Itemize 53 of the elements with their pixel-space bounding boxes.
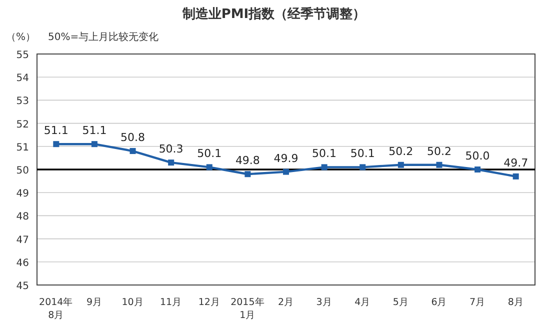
- y-axis-title: （%）: [6, 32, 36, 43]
- point: [53, 141, 60, 148]
- y-tick-label: 54: [16, 73, 29, 84]
- point: [360, 164, 366, 170]
- point: [168, 160, 174, 166]
- data-label: 50.1: [350, 147, 375, 160]
- chart-title: 制造业PMI指数（经季节调整）: [181, 6, 366, 22]
- y-tick-label: 55: [16, 50, 29, 61]
- x-tick-label: 4月: [354, 297, 371, 308]
- y-tick-label: 51: [16, 142, 29, 154]
- y-tick-label: 50: [16, 166, 29, 176]
- point: [130, 148, 136, 154]
- y-tick-label: 49: [16, 188, 29, 200]
- y-tick-label: 46: [16, 258, 29, 269]
- data-label: 50.1: [197, 147, 222, 160]
- y-tick-label: 52: [16, 119, 29, 130]
- x-tick-label: 2014年 8月: [39, 296, 74, 321]
- x-tick-label: 10月: [122, 297, 144, 308]
- point: [321, 164, 328, 170]
- data-label: 49.7: [504, 156, 528, 170]
- data-label: 51.1: [44, 124, 68, 138]
- x-tick-label: 6月: [431, 297, 448, 308]
- point: [474, 166, 481, 172]
- data-label: 50.1: [312, 147, 337, 160]
- x-tick-label: 5月: [392, 297, 409, 308]
- x-tick-label: 8月: [508, 297, 524, 308]
- x-tick-label: 2015年 1月: [230, 296, 265, 321]
- point: [512, 173, 519, 180]
- x-tick-label: 2月: [278, 297, 294, 308]
- x-tick-label: 12月: [198, 297, 220, 308]
- y-tick-label: 47: [16, 234, 29, 246]
- point: [436, 162, 442, 168]
- y-tick-label: 48: [16, 212, 29, 223]
- data-label: 50.0: [465, 150, 490, 162]
- x-tick-label: 7月: [470, 297, 486, 308]
- data-label: 50.2: [388, 144, 414, 158]
- point: [244, 171, 251, 178]
- text: 50%=与上月比较无变化: [48, 31, 159, 43]
- x-tick-label: 11月: [160, 297, 182, 308]
- data-label: 49.9: [274, 152, 298, 165]
- data-label: 50.8: [120, 131, 146, 144]
- y-tick-label: 53: [16, 96, 29, 108]
- data-label: 51.1: [82, 124, 107, 138]
- x-tick-label: 3月: [316, 297, 332, 308]
- data-label: 49.8: [235, 154, 260, 168]
- point: [206, 164, 212, 170]
- data-label: 50.2: [426, 144, 452, 158]
- data-label: 50.3: [158, 142, 184, 156]
- point: [91, 141, 98, 148]
- x-tick-label: 9月: [86, 297, 102, 308]
- point: [283, 168, 289, 175]
- y-tick-label: 45: [16, 281, 29, 292]
- point: [398, 162, 404, 168]
